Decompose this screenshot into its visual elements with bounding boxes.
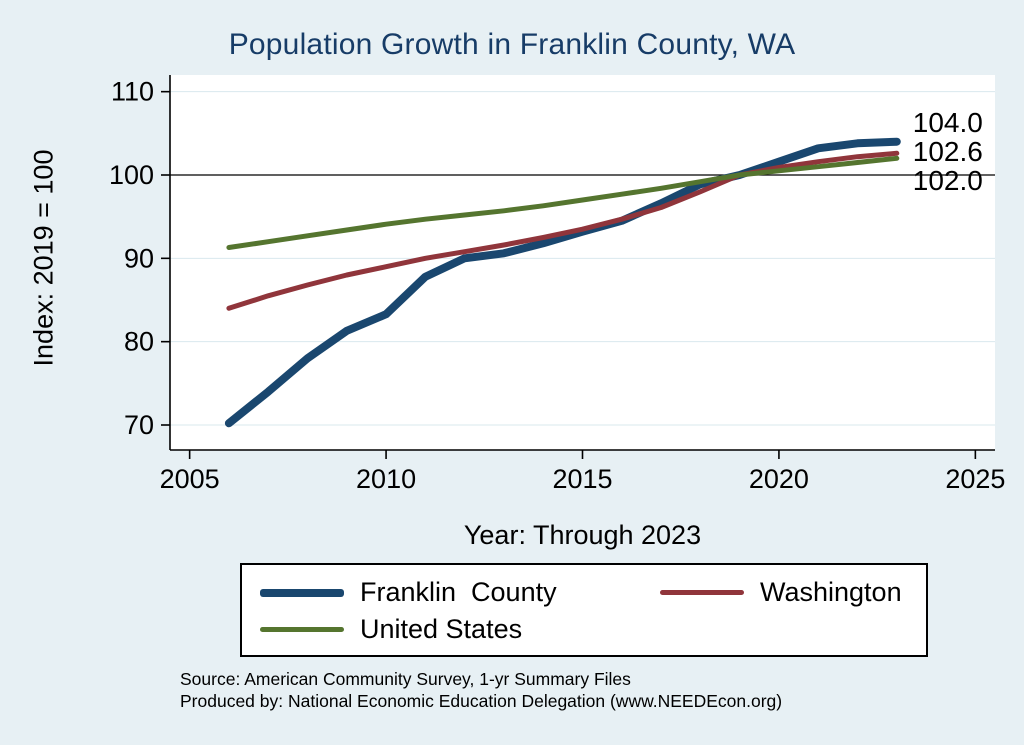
x-tick-label: 2005 [160,464,220,494]
legend-label: Franklin County [360,577,557,607]
x-axis-label: Year: Through 2023 [463,520,702,550]
end-value-label-washington: 102.6 [913,136,983,167]
legend-swatch [260,588,344,597]
series-line-united-states [226,155,900,250]
legend-item-united-states: United States [260,614,660,645]
legend-swatch [660,590,744,595]
legend-item-franklin-county: Franklin County [260,577,660,608]
y-tick-label: 80 [124,327,154,357]
series-line-washington [226,150,900,311]
y-tick-label: 110 [111,77,154,107]
producer-note: Produced by: National Economic Education… [180,691,783,712]
legend-item-washington: Washington [660,577,908,608]
x-tick-label: 2025 [945,464,1005,494]
x-tick-label: 2010 [356,464,416,494]
legend-label: United States [360,614,523,644]
legend-label: Washington [760,577,902,607]
y-tick-label: 70 [124,410,154,440]
legend-swatch [260,627,344,632]
chart-title: Population Growth in Franklin County, WA [228,28,796,61]
end-value-label-united-states: 102.0 [913,165,983,196]
footnotes: Source: American Community Survey, 1-yr … [180,668,782,713]
source-note: Source: American Community Survey, 1-yr … [180,669,631,689]
legend: Franklin County Washington United States [240,563,928,657]
x-tick-label: 2015 [552,464,612,494]
x-tick-label: 2020 [749,464,809,494]
y-tick-label: 90 [124,243,154,273]
end-value-label-franklin-county: 104.0 [913,107,983,138]
y-tick-label: 100 [109,160,154,190]
plot-region [170,75,995,450]
series-line-franklin-county [224,137,901,428]
